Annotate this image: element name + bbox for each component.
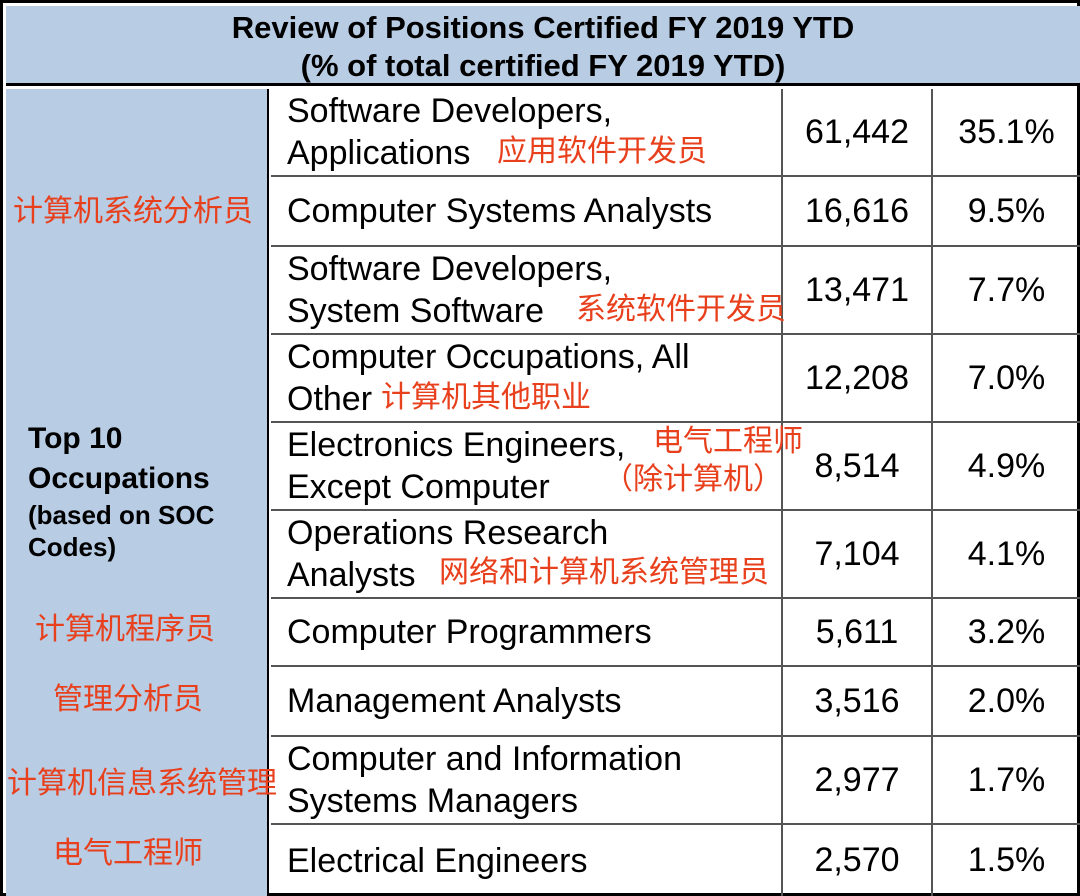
annotation-management-analysts: 管理分析员 <box>53 682 203 717</box>
group-title: Top 10 Occupations <box>28 419 210 499</box>
table-row: Software Developers, Applications 61,442 … <box>271 89 1080 177</box>
occupation-cell: Software Developers, System Software <box>271 247 783 333</box>
table-subtitle: (% of total certified FY 2019 YTD) <box>300 48 786 83</box>
percent-cell: 35.1% <box>958 112 1055 151</box>
percent-cell: 1.5% <box>967 841 1046 879</box>
table-header: Review of Positions Certified FY 2019 YT… <box>6 6 1080 86</box>
table-row: Computer Programmers 5,611 3.2% <box>271 599 1080 667</box>
occupation-cell: Software Developers, Applications <box>271 89 783 175</box>
count-cell: 12,208 <box>783 335 933 421</box>
annotation-electronics-engineers: 电气工程师 <box>653 424 803 459</box>
occupation-cell: Computer Programmers <box>271 599 783 665</box>
count-cell: 5,611 <box>783 599 933 665</box>
annotation-systems-analysts: 计算机系统分析员 <box>13 194 253 229</box>
group-title-line1: Top 10 <box>28 422 123 455</box>
percent-cell: 2.0% <box>967 681 1046 720</box>
percent-cell: 1.7% <box>967 760 1046 799</box>
annotation-info-systems-managers: 计算机信息系统管理 <box>7 766 277 801</box>
annotation-software-apps: 应用软件开发员 <box>497 134 707 169</box>
occupation-cell: Computer Systems Analysts <box>271 177 783 245</box>
count-cell: 13,471 <box>783 247 933 333</box>
occupation-cell: Electronics Engineers, Except Computer <box>271 423 783 509</box>
occupation-cell: Computer and Information Systems Managers <box>271 737 783 823</box>
percent-cell: 4.9% <box>967 446 1046 485</box>
table-row: Operations Research Analysts 7,104 4.1% <box>271 511 1080 599</box>
count-cell: 8,514 <box>783 423 933 509</box>
group-subtitle-line1: (based on SOC <box>28 500 215 530</box>
annotation-programmers: 计算机程序员 <box>35 612 215 647</box>
table-row: Electronics Engineers, Except Computer 8,… <box>271 423 1080 511</box>
annotation-except-computer: （除计算机） <box>603 462 783 497</box>
annotation-system-software: 系统软件开发员 <box>576 292 786 327</box>
count-cell: 2,977 <box>783 737 933 823</box>
percent-cell: 9.5% <box>967 191 1046 230</box>
group-subtitle-line2: Codes) <box>28 532 117 562</box>
count-cell: 7,104 <box>783 511 933 597</box>
annotation-other-occupations: 计算机其他职业 <box>381 380 591 415</box>
table-row: Electrical Engineers 2,570 1.5% <box>271 825 1080 896</box>
table-row: Management Analysts 3,516 2.0% <box>271 667 1080 737</box>
percent-cell: 7.0% <box>967 358 1046 397</box>
row-group-label-cell: Top 10 Occupations (based on SOC Codes) <box>6 89 269 896</box>
occupation-cell: Management Analysts <box>271 667 783 735</box>
percent-cell: 7.7% <box>967 270 1046 309</box>
table-row: Software Developers, System Software 13,4… <box>271 247 1080 335</box>
table-row: Computer and Information Systems Managers… <box>271 737 1080 825</box>
count-cell: 16,616 <box>783 177 933 245</box>
count-cell: 61,442 <box>783 89 933 175</box>
annotation-electrical-engineers: 电气工程师 <box>53 836 203 871</box>
table-row: Computer Occupations, All Other 12,208 7.… <box>271 335 1080 423</box>
annotation-operations-research: 网络和计算机系统管理员 <box>439 555 769 590</box>
count-cell: 2,570 <box>783 825 933 896</box>
group-subtitle: (based on SOC Codes) <box>28 499 214 563</box>
count-cell: 3,516 <box>783 667 933 735</box>
occupation-cell: Computer Occupations, All Other <box>271 335 783 421</box>
group-title-line2: Occupations <box>28 462 210 495</box>
occupation-cell: Operations Research Analysts <box>271 511 783 597</box>
table-row: Computer Systems Analysts 16,616 9.5% <box>271 177 1080 247</box>
occupation-cell: Electrical Engineers <box>271 825 783 896</box>
percent-cell: 3.2% <box>967 612 1046 651</box>
percent-cell: 4.1% <box>967 534 1046 573</box>
table-title: Review of Positions Certified FY 2019 YT… <box>231 10 855 45</box>
